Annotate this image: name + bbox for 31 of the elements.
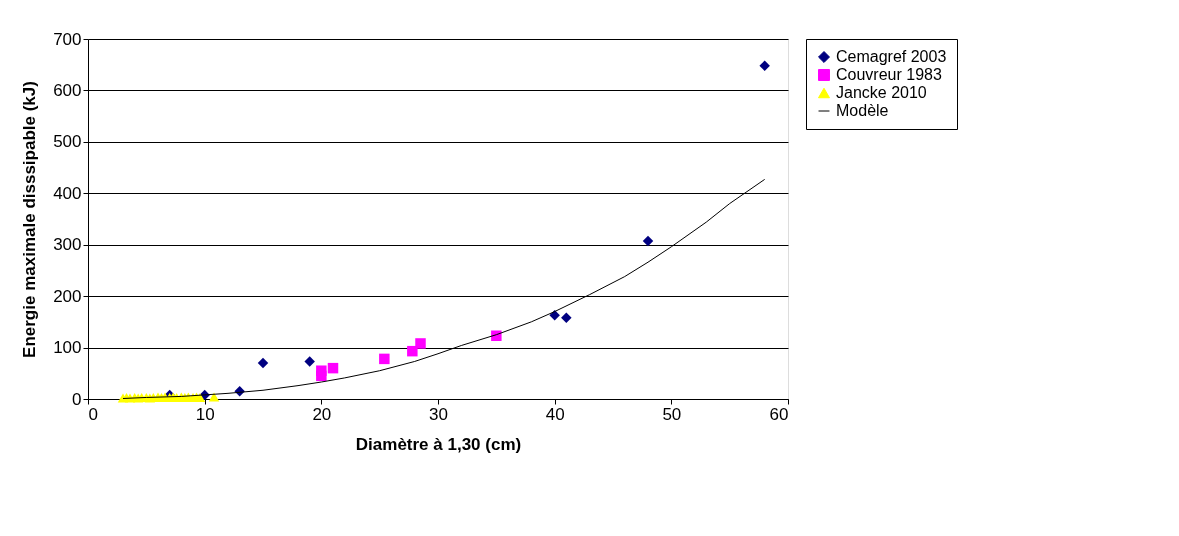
point — [316, 365, 327, 376]
y-tick-label: 100 — [53, 338, 82, 358]
point — [257, 357, 269, 369]
y-axis-title: Energie maximale disssipable (kJ) — [20, 81, 40, 358]
point — [642, 235, 654, 247]
point — [561, 312, 572, 323]
point — [415, 338, 426, 349]
point — [327, 362, 339, 374]
x-tick-label: 0 — [88, 404, 98, 424]
legend-label: Couvreur 1983 — [836, 66, 942, 83]
x-tick-label: 60 — [769, 404, 789, 424]
y-tick-label: 300 — [53, 235, 82, 255]
point — [304, 356, 315, 367]
x-axis-title: Diamètre à 1,30 (cm) — [355, 434, 522, 454]
legend-label: Cemagref 2003 — [836, 48, 947, 65]
x-tick-label: 30 — [429, 404, 448, 424]
y-tick-label: 700 — [53, 29, 82, 49]
y-tick-label: 0 — [72, 389, 82, 409]
y-tick-label: 400 — [53, 183, 82, 203]
legend-label: Jancke 2010 — [836, 84, 927, 101]
x-tick-label: 50 — [662, 404, 682, 424]
x-tick-label: 10 — [195, 404, 215, 424]
point — [759, 60, 770, 71]
point — [379, 353, 390, 365]
legend-label: Modèle — [836, 102, 889, 119]
point — [407, 345, 418, 357]
y-tick-label: 200 — [53, 286, 82, 306]
y-tick-label: 500 — [53, 132, 82, 152]
x-tick-label: 40 — [545, 404, 565, 424]
y-tick-label: 600 — [53, 80, 82, 100]
x-tick-label: 20 — [312, 404, 332, 424]
